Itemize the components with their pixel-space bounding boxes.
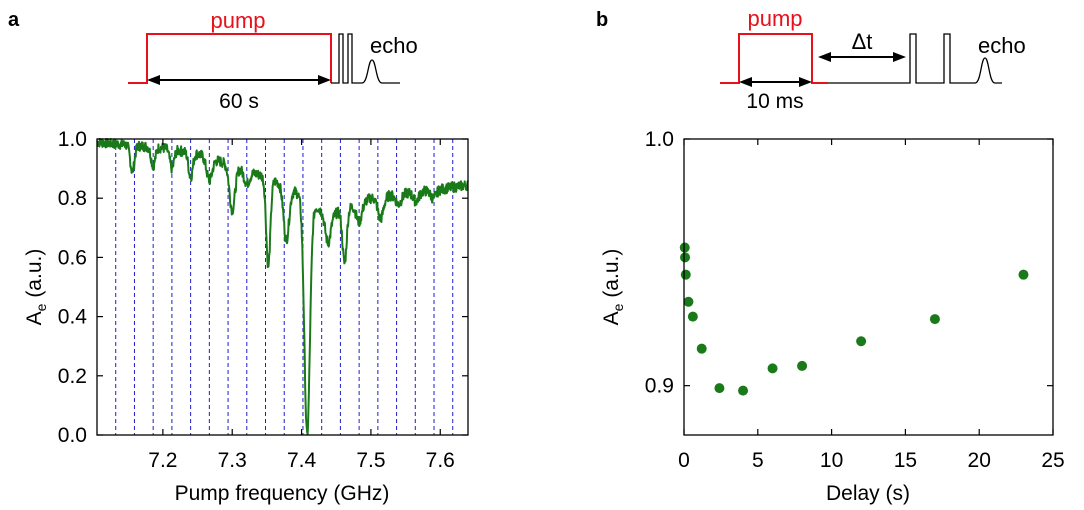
chart-b-point (856, 336, 867, 347)
chart-b-xtick-label: 15 (894, 449, 917, 472)
chart-a: 7.2 7.3 7.4 7.5 7.6 0.0 0.2 0.4 0.6 0.8 1.0 Pump f… (23, 128, 469, 505)
chart-b-ylabel: Ae (a.u.) (600, 249, 626, 326)
chart-a-gridlines (115, 139, 454, 435)
chart-b-ytick-label: 0.9 (645, 375, 674, 398)
chart-b-point (738, 385, 749, 396)
chart-a-xtick-label: 7.2 (148, 449, 177, 472)
chart-b-point (1018, 269, 1029, 280)
chart-b-xtick-label: 5 (752, 449, 764, 472)
panel-b-pump-pulse (720, 33, 828, 84)
chart-a-series-line (96, 138, 469, 436)
chart-a-ytick-label: 0.4 (58, 306, 88, 329)
chart-a-xlabel: Pump frequency (GHz) (175, 482, 390, 505)
chart-b-xtick-label: 20 (968, 449, 991, 472)
chart-b-point (767, 363, 778, 374)
panel-b-duration-arrowhead-left (739, 77, 752, 87)
panel-b-pulse-diagram: b pump echo Δt 10 ms (596, 6, 1026, 113)
panel-b-delay-arrowhead-left (818, 52, 831, 62)
panel-a-pump-pulse (128, 33, 332, 84)
chart-b-ytick-label: 1.0 (645, 128, 674, 151)
chart-a-xtick-label: 7.3 (218, 449, 247, 472)
chart-a-ticks: 7.2 7.3 7.4 7.5 7.6 0.0 0.2 0.4 0.6 0.8 1.0 (58, 128, 468, 472)
chart-a-xtick-label: 7.5 (356, 449, 385, 472)
panel-b-duration-arrowhead-right (799, 77, 812, 87)
chart-b-frame (683, 138, 1054, 436)
panel-b-delay-arrowhead-right (893, 52, 906, 62)
chart-b-point (714, 383, 725, 394)
panel-a-duration-arrowhead-right (318, 75, 331, 85)
chart-b-point (680, 269, 691, 280)
chart-b-ticks: 0 5 10 15 20 25 0.9 1.0 (645, 128, 1065, 472)
chart-b-point (929, 314, 940, 325)
panel-b-pump-label: pump (747, 6, 802, 31)
chart-b-point (680, 252, 691, 263)
chart-a-ytick-label: 0.2 (58, 365, 87, 388)
chart-b-xtick-label: 10 (820, 449, 843, 472)
chart-b-xtick-label: 0 (678, 449, 690, 472)
chart-a-xtick-label: 7.4 (287, 449, 317, 472)
panel-a-duration-arrowhead-left (147, 75, 160, 85)
panel-a-duration-label: 60 s (219, 90, 259, 113)
panel-a-echo-pulses (331, 33, 400, 84)
panel-b-duration-label: 10 ms (746, 90, 803, 113)
chart-b-point (679, 242, 690, 253)
chart-a-ytick-label: 0.0 (58, 424, 87, 447)
panel-a-pump-label: pump (210, 8, 265, 33)
chart-b-xlabel: Delay (s) (826, 482, 910, 505)
panel-a-pulse-diagram: a pump echo 60 s (8, 8, 418, 113)
chart-a-xtick-label: 7.6 (426, 449, 455, 472)
chart-a-frame (96, 138, 469, 436)
chart-b-points (679, 242, 1029, 396)
panel-a-letter: a (8, 9, 20, 31)
chart-a-ytick-label: 1.0 (58, 128, 87, 151)
chart-b: 0 5 10 15 20 25 0.9 1.0 Delay (s) Ae (a.u.) (600, 128, 1065, 505)
chart-b-point (797, 360, 808, 371)
panel-a-echo-label: echo (370, 33, 418, 58)
chart-a-ytick-label: 0.6 (58, 246, 87, 269)
panel-b-echo-pulses (828, 33, 1002, 84)
chart-b-xtick-label: 25 (1041, 449, 1064, 472)
chart-b-point (696, 343, 707, 354)
panel-b-delay-label: Δt (852, 29, 873, 54)
chart-a-ylabel: Ae (a.u.) (23, 249, 49, 326)
chart-b-point (687, 311, 698, 322)
chart-b-point (683, 296, 694, 307)
panel-b-echo-label: echo (978, 33, 1026, 58)
panel-b-letter: b (596, 9, 608, 31)
chart-a-ytick-label: 0.8 (58, 187, 87, 210)
